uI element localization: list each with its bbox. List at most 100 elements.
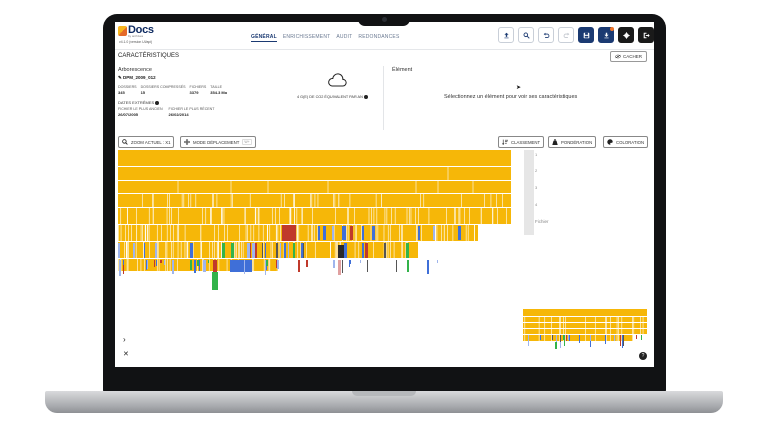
file-marker[interactable] xyxy=(208,260,209,263)
weight-button[interactable]: PONDÉRATION xyxy=(548,136,597,148)
file-segment[interactable] xyxy=(384,243,386,258)
minimap-marker[interactable] xyxy=(622,335,623,348)
file-segment[interactable] xyxy=(155,243,157,258)
file-segment[interactable] xyxy=(344,243,347,258)
file-segment[interactable] xyxy=(282,225,296,241)
file-segment[interactable] xyxy=(303,243,304,258)
file-segment[interactable] xyxy=(212,272,218,290)
file-marker[interactable] xyxy=(407,260,409,272)
minimap-marker[interactable] xyxy=(579,335,580,343)
tab-general[interactable]: GÉNÉRAL xyxy=(251,34,277,42)
file-segment[interactable] xyxy=(265,243,266,258)
save-button[interactable] xyxy=(578,27,594,43)
file-segment[interactable] xyxy=(133,243,135,258)
minimap-marker[interactable] xyxy=(540,335,541,340)
file-marker[interactable] xyxy=(244,260,245,274)
file-marker[interactable] xyxy=(276,260,277,268)
file-segment[interactable] xyxy=(247,243,250,258)
file-segment[interactable] xyxy=(362,226,364,240)
folder-row[interactable] xyxy=(118,150,511,166)
file-segment[interactable] xyxy=(338,245,344,258)
move-mode-button[interactable]: MODE DÉPLACEMENT W+ xyxy=(180,136,256,148)
file-marker[interactable] xyxy=(437,260,438,263)
folder-row[interactable] xyxy=(118,225,478,241)
file-marker[interactable] xyxy=(154,260,155,267)
file-segment[interactable] xyxy=(144,243,145,258)
file-marker[interactable] xyxy=(119,260,121,276)
file-marker[interactable] xyxy=(123,260,124,274)
zoom-button[interactable]: ZOOM ACTUEL : X1 xyxy=(118,136,175,148)
minimap-marker[interactable] xyxy=(636,335,637,339)
file-segment[interactable] xyxy=(362,243,364,258)
minimap-row[interactable] xyxy=(523,317,647,322)
file-marker[interactable] xyxy=(350,260,351,264)
file-segment[interactable] xyxy=(190,243,192,258)
minimap-marker[interactable] xyxy=(568,335,569,340)
file-marker[interactable] xyxy=(349,260,350,267)
info-icon[interactable] xyxy=(155,100,160,105)
file-segment[interactable] xyxy=(318,226,320,240)
redo-button[interactable] xyxy=(558,27,574,43)
file-marker[interactable] xyxy=(427,260,429,274)
info-icon[interactable] xyxy=(363,95,368,99)
sort-button[interactable]: CLASSEMENT xyxy=(498,136,545,148)
file-marker[interactable] xyxy=(194,260,196,273)
file-marker[interactable] xyxy=(164,260,165,265)
minimap-marker[interactable] xyxy=(563,335,564,340)
file-segment[interactable] xyxy=(222,243,225,258)
download-button[interactable] xyxy=(598,27,614,43)
file-marker[interactable] xyxy=(367,260,368,272)
undo-button[interactable] xyxy=(538,27,554,43)
file-segment[interactable] xyxy=(323,226,326,240)
file-segment[interactable] xyxy=(338,260,341,275)
file-marker[interactable] xyxy=(396,260,397,272)
pencil-icon[interactable]: ✎ xyxy=(118,75,122,80)
root-folder-name[interactable]: ✎ DPM_2009_012 xyxy=(118,75,156,81)
file-segment[interactable] xyxy=(280,243,281,258)
upload-button[interactable] xyxy=(498,27,514,43)
file-segment[interactable] xyxy=(118,243,120,258)
file-marker[interactable] xyxy=(250,260,252,268)
file-segment[interactable] xyxy=(288,243,289,258)
file-marker[interactable] xyxy=(172,260,174,274)
file-marker[interactable] xyxy=(199,260,200,271)
minimap-marker[interactable] xyxy=(556,335,557,343)
settings-button[interactable] xyxy=(618,27,634,43)
file-segment[interactable] xyxy=(231,243,234,258)
app-logo[interactable]: Docs by archives v4.1.0 (version UI/api) xyxy=(118,24,158,45)
file-marker[interactable] xyxy=(147,260,148,269)
help-icon[interactable]: ? xyxy=(639,352,647,360)
file-marker[interactable] xyxy=(333,260,335,268)
file-segment[interactable] xyxy=(262,243,263,258)
file-segment[interactable] xyxy=(406,243,409,258)
file-segment[interactable] xyxy=(192,243,193,258)
hide-button[interactable]: CACHER xyxy=(610,51,648,62)
file-marker[interactable] xyxy=(306,260,308,267)
tab-audit[interactable]: AUDIT xyxy=(336,34,353,40)
file-marker[interactable] xyxy=(298,260,300,272)
minimap-marker[interactable] xyxy=(641,335,642,340)
expand-chevron-icon[interactable]: › xyxy=(123,335,126,344)
file-segment[interactable] xyxy=(255,243,256,258)
folder-row[interactable] xyxy=(118,181,511,193)
file-segment[interactable] xyxy=(418,226,420,240)
minimap-marker[interactable] xyxy=(620,335,621,346)
file-marker[interactable] xyxy=(265,260,266,275)
file-segment[interactable] xyxy=(203,260,206,272)
minimap-marker[interactable] xyxy=(555,342,557,349)
minimap-marker[interactable] xyxy=(590,335,591,341)
file-segment[interactable] xyxy=(256,243,257,258)
file-marker[interactable] xyxy=(156,260,157,266)
folder-row[interactable] xyxy=(118,208,511,224)
file-segment[interactable] xyxy=(433,226,435,240)
minimap-marker[interactable] xyxy=(623,335,624,346)
file-segment[interactable] xyxy=(276,243,278,258)
file-segment[interactable] xyxy=(230,260,252,272)
color-button[interactable]: COLORATION xyxy=(603,136,649,148)
file-segment[interactable] xyxy=(342,226,346,240)
folder-row[interactable] xyxy=(118,194,511,207)
minimap-row[interactable] xyxy=(523,309,647,316)
file-segment[interactable] xyxy=(372,226,375,240)
file-segment[interactable] xyxy=(332,226,334,240)
file-segment[interactable] xyxy=(293,243,295,258)
